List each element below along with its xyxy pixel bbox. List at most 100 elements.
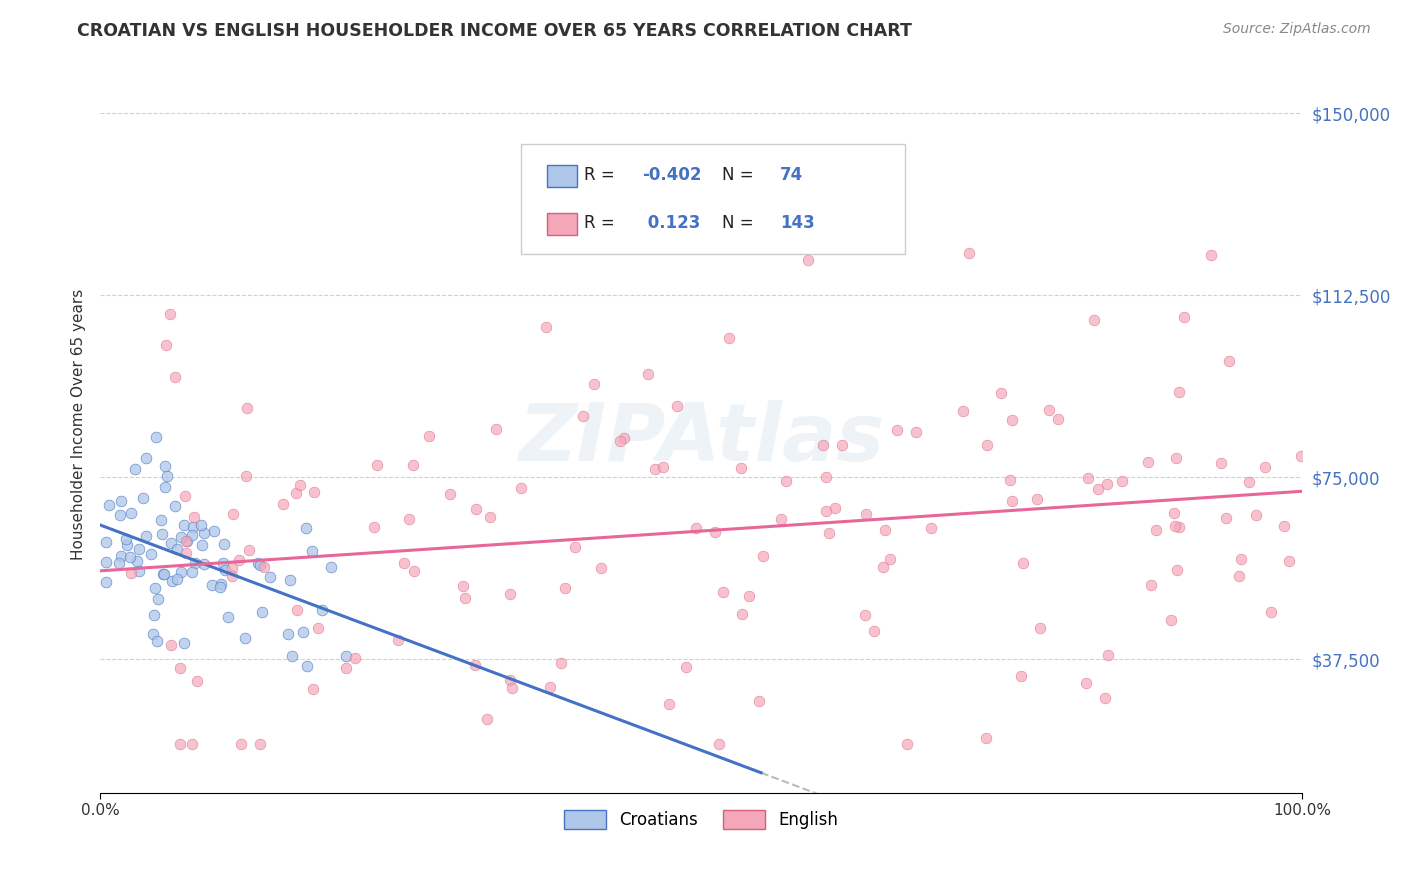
Point [875, 524, 897, 538]
Point [550, 656, 572, 670]
Point [862, 624, 884, 638]
Point [366, 458, 388, 473]
Point [1136, 455, 1159, 469]
Point [748, 693, 770, 707]
Point [94, 535, 117, 549]
Point [976, 438, 998, 452]
Point [160, 638, 183, 652]
Point [180, 737, 202, 751]
Point [1209, 456, 1232, 470]
Point [685, 521, 707, 535]
Point [135, 450, 157, 465]
Point [363, 519, 385, 533]
Legend: Croatians, English: Croatians, English [558, 804, 845, 836]
Point [94, 556, 117, 570]
Point [235, 468, 257, 483]
Point [295, 658, 318, 673]
Point [974, 731, 997, 746]
Point [173, 635, 195, 649]
Text: Source: ZipAtlas.com: Source: ZipAtlas.com [1223, 22, 1371, 37]
Point [817, 526, 839, 541]
Point [120, 566, 142, 581]
Point [1173, 310, 1195, 325]
Point [1260, 606, 1282, 620]
Point [498, 587, 520, 601]
Text: 0.123: 0.123 [643, 214, 700, 232]
Point [464, 501, 486, 516]
Y-axis label: Householder Income Over 65 years: Householder Income Over 65 years [72, 288, 86, 559]
Point [190, 517, 212, 532]
Text: 74: 74 [780, 166, 803, 184]
Point [534, 319, 557, 334]
Point [118, 550, 141, 565]
Point [1111, 475, 1133, 489]
Point [212, 556, 235, 570]
Point [145, 429, 167, 443]
Point [402, 458, 425, 472]
Point [1167, 384, 1189, 399]
Point [169, 737, 191, 751]
Point [146, 592, 169, 607]
Point [855, 507, 877, 521]
Point [652, 460, 675, 475]
Point [236, 401, 259, 416]
Point [201, 578, 224, 592]
Point [485, 422, 508, 436]
Point [1000, 413, 1022, 427]
Point [176, 545, 198, 559]
Point [174, 534, 197, 549]
Text: R =: R = [585, 214, 620, 232]
Point [249, 558, 271, 572]
Point [1215, 511, 1237, 525]
Point [155, 479, 177, 493]
Point [184, 556, 207, 570]
Point [221, 569, 243, 583]
Point [404, 564, 426, 578]
Point [813, 437, 835, 451]
Point [301, 681, 323, 696]
Point [115, 532, 138, 546]
Point [711, 585, 734, 599]
Point [1246, 508, 1268, 523]
Point [1146, 524, 1168, 538]
Point [259, 570, 281, 584]
Point [181, 520, 204, 534]
Point [214, 563, 236, 577]
Point [1289, 450, 1312, 464]
Point [814, 470, 837, 484]
Point [233, 632, 256, 646]
Point [176, 534, 198, 549]
Point [125, 554, 148, 568]
Point [704, 524, 727, 539]
Point [957, 245, 980, 260]
Text: N =: N = [723, 166, 759, 184]
Point [824, 500, 846, 515]
Point [769, 512, 792, 526]
Point [281, 648, 304, 663]
Point [311, 603, 333, 617]
Point [117, 538, 139, 552]
Point [501, 681, 523, 696]
Point [1218, 354, 1240, 368]
Point [221, 561, 243, 575]
Point [510, 481, 533, 495]
Point [879, 552, 901, 566]
Point [181, 566, 204, 580]
Point [775, 475, 797, 489]
Point [730, 607, 752, 621]
Point [131, 491, 153, 505]
Point [418, 429, 440, 443]
Point [169, 661, 191, 675]
Point [1001, 494, 1024, 508]
Point [1160, 613, 1182, 627]
Point [990, 386, 1012, 401]
Point [166, 572, 188, 586]
Point [1010, 668, 1032, 682]
Point [202, 524, 225, 539]
Point [398, 512, 420, 526]
Point [231, 737, 253, 751]
Point [920, 521, 942, 535]
Point [145, 634, 167, 648]
Point [1094, 691, 1116, 706]
Bar [547, 212, 578, 235]
